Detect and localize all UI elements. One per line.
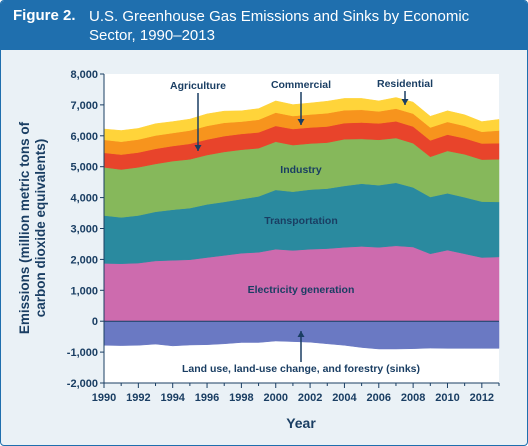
- x-tick-label: 2000: [263, 392, 287, 404]
- axes-layer: 8,000 7,000 6,000 5,000 4,000 3,000 2,000 1,000…: [67, 69, 500, 404]
- y-tick-label: 4,000: [70, 193, 98, 205]
- y-tick-label: -2,000: [67, 378, 98, 390]
- y-tick-label: 3,000: [70, 224, 98, 236]
- label-agriculture: Agriculture: [170, 80, 226, 92]
- figure-label: Figure 2.: [13, 7, 76, 24]
- pointer-head-residential: [401, 99, 409, 105]
- x-tick-label: 1996: [195, 392, 219, 404]
- x-tick-label: 2012: [470, 392, 494, 404]
- y-tick-label: 8,000: [70, 69, 98, 81]
- pointer-head-land-use-land-use-change-and-forestry-sinks: [297, 331, 305, 337]
- figure-title: U.S. Greenhouse Gas Emissions and Sinks …: [89, 8, 470, 44]
- y-axis-title-line2: carbon dioxide equivalents): [33, 139, 48, 318]
- x-tick-label: 1998: [229, 392, 253, 404]
- label-industry: Industry: [280, 164, 322, 176]
- y-tick-label: 2,000: [70, 254, 98, 266]
- y-tick-label: 0: [92, 316, 98, 328]
- x-axis-title: Year: [286, 415, 316, 431]
- label-land-use-land-use-change-and-forestry-sinks: Land use, land-use change, and forestry …: [182, 363, 420, 375]
- pointer-head-agriculture: [194, 145, 202, 151]
- x-tick-label: 2008: [401, 392, 425, 404]
- x-tick-label: 1994: [160, 392, 185, 404]
- y-tick-label: -1,000: [67, 347, 98, 359]
- y-tick-label: 1,000: [70, 285, 98, 297]
- labels-layer: Electricity generation Transportation Indu…: [170, 78, 433, 375]
- pointer-head-commercial: [297, 119, 305, 125]
- y-axis-title-line1: Emissions (million metric tons of: [17, 121, 32, 334]
- y-tick-label: 7,000: [70, 100, 98, 112]
- area-residential: [103, 97, 500, 142]
- y-tick-label: 5,000: [70, 162, 98, 174]
- x-tick-label: 2006: [367, 392, 391, 404]
- figure-header: Figure 2. U.S. Greenhouse Gas Emissions …: [1, 1, 527, 50]
- label-residential: Residential: [377, 78, 433, 90]
- x-tick-label: 1992: [126, 392, 150, 404]
- x-tick-label: 2002: [298, 392, 322, 404]
- label-transportation: Transportation: [264, 215, 338, 227]
- x-tick-label: 2004: [332, 392, 357, 404]
- label-commercial: Commercial: [271, 79, 331, 91]
- label-electricity-generation: Electricity generation: [248, 284, 355, 296]
- areas-layer: [103, 97, 500, 350]
- x-tick-label: 1990: [92, 392, 116, 404]
- y-tick-label: 6,000: [70, 131, 98, 143]
- x-tick-label: 2010: [435, 392, 459, 404]
